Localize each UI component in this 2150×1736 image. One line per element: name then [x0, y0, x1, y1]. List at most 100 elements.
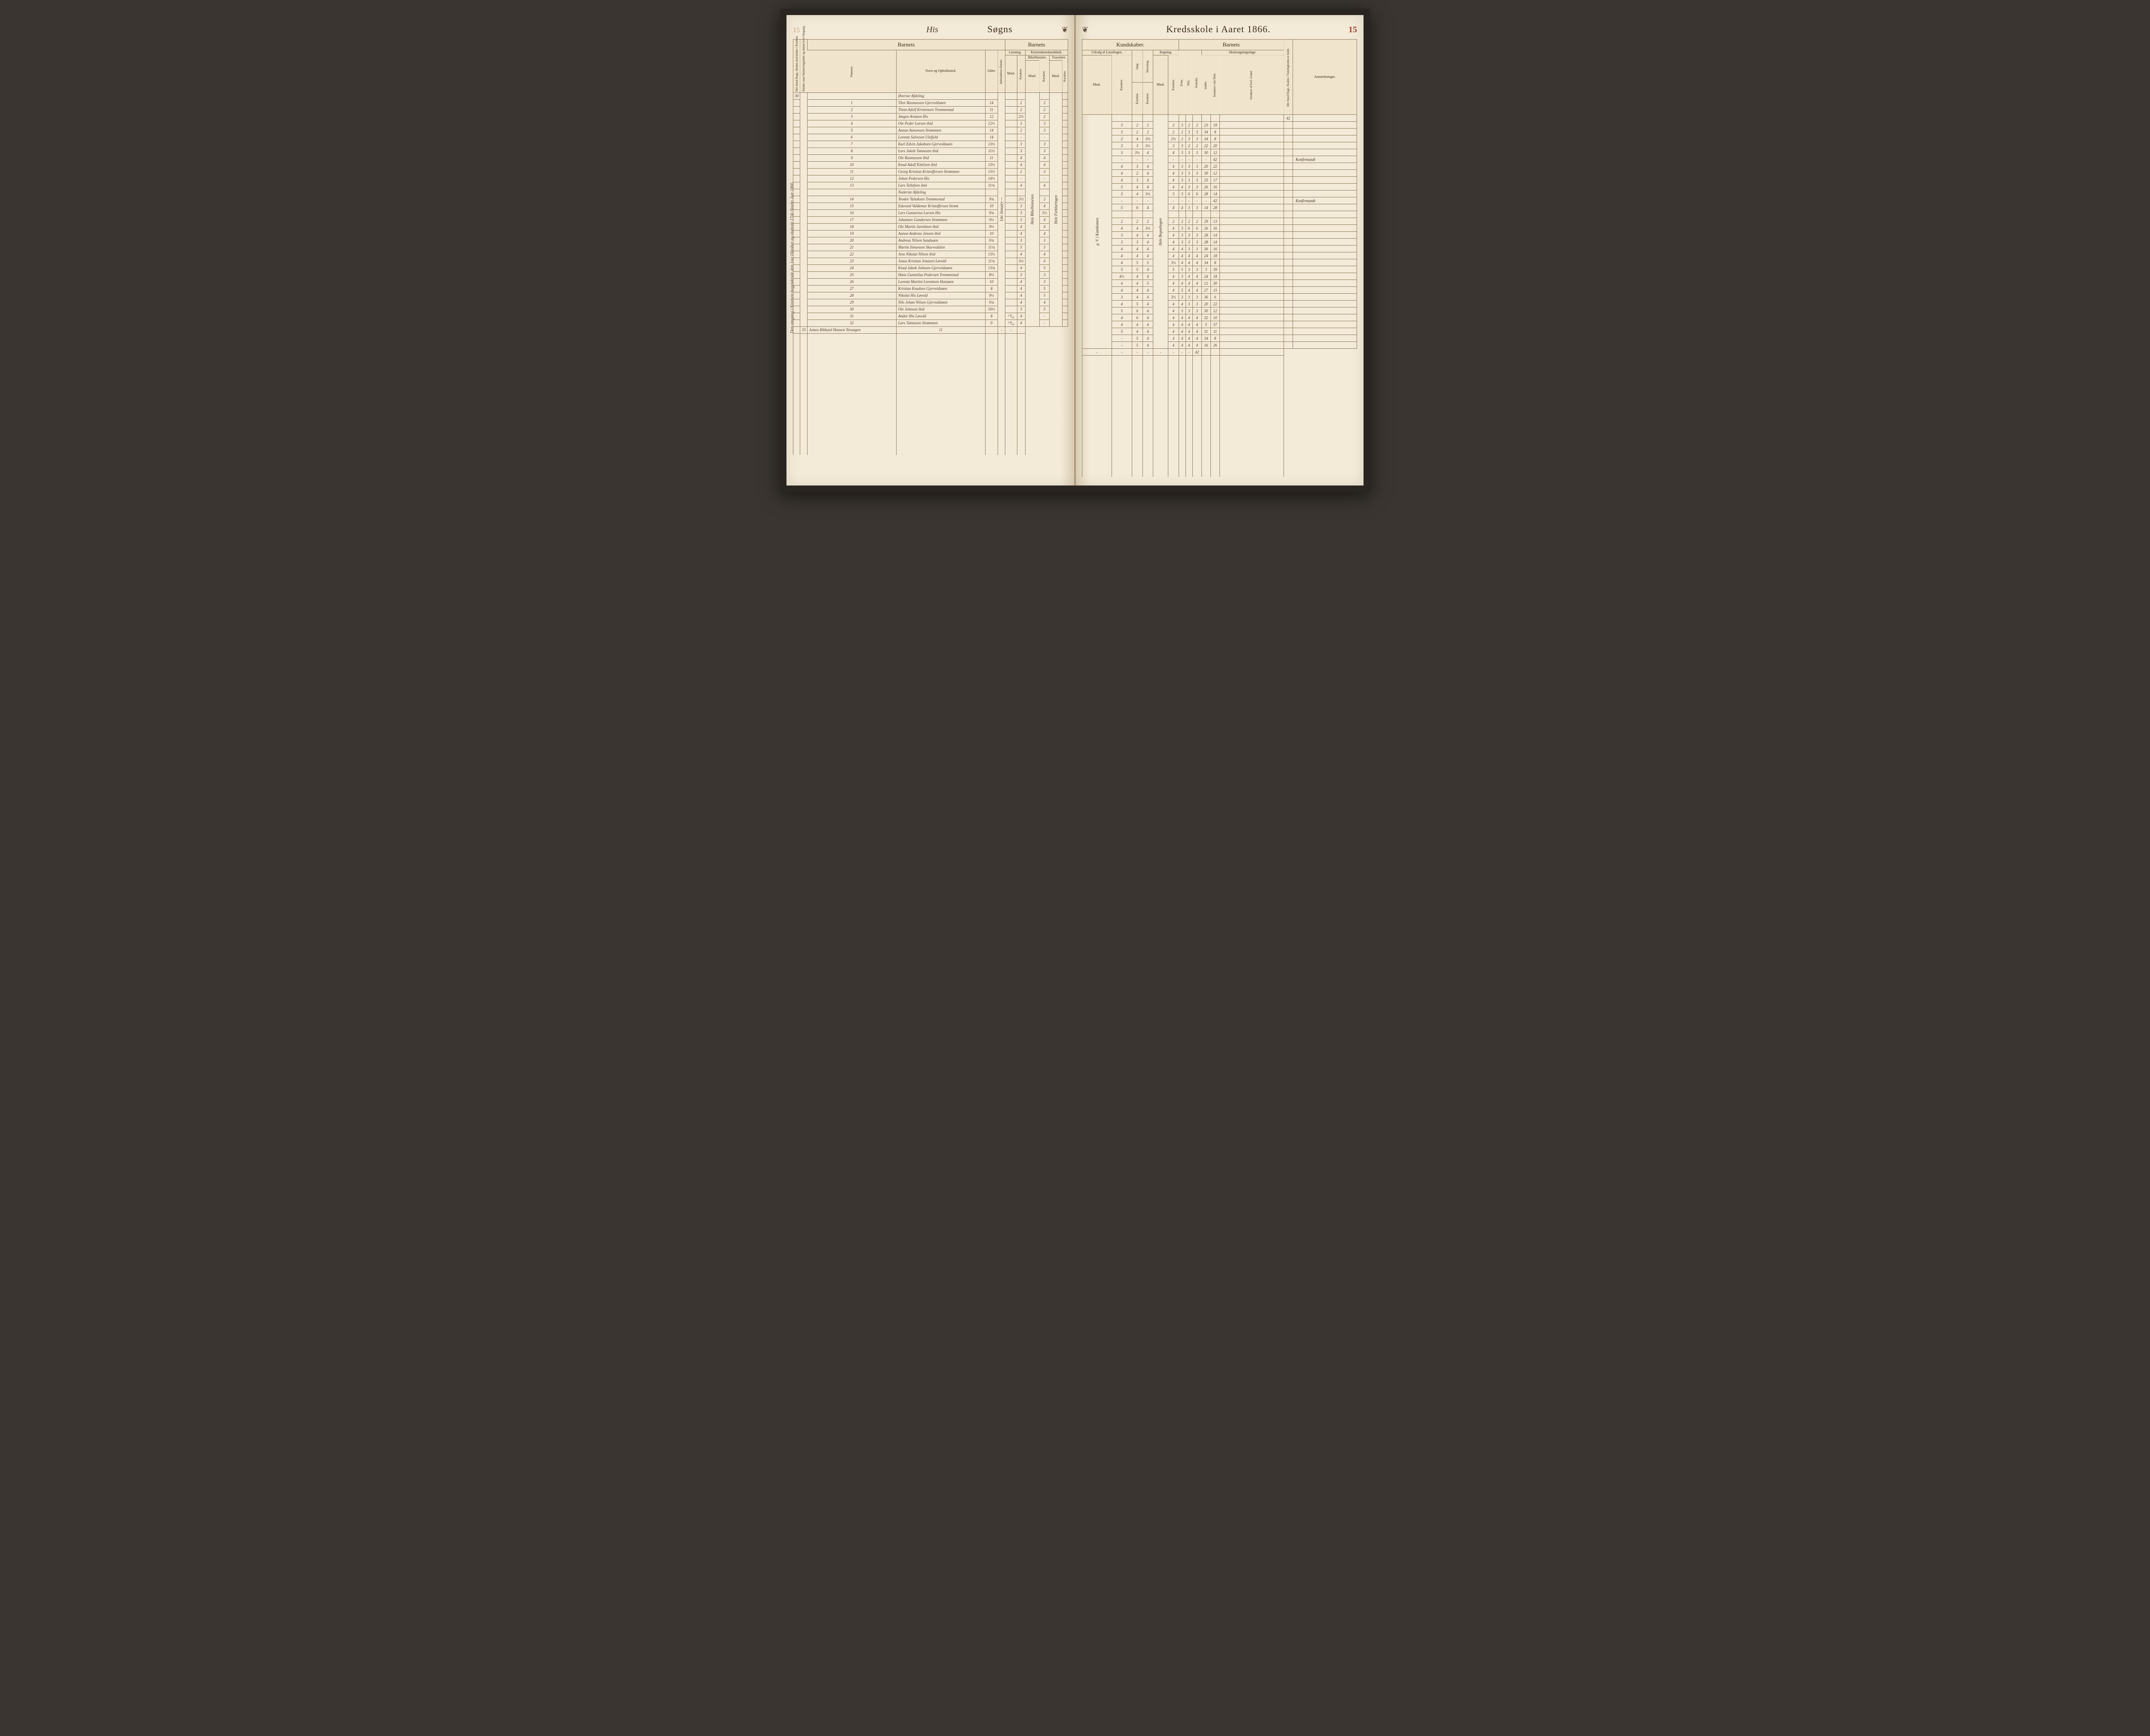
r-kar: 5	[1168, 266, 1179, 273]
forsomt: 18	[1210, 273, 1219, 280]
l-maal: ⁵⁰⁄₆₆	[1005, 320, 1017, 326]
col-kundskaber: Kundskaber.	[1082, 40, 1179, 50]
age: 9½	[985, 292, 998, 299]
sang: 3	[1132, 177, 1143, 184]
table-row: --------42Konfirmandt	[1082, 156, 1357, 163]
evne: 3	[1179, 232, 1186, 239]
antal-virk	[1210, 349, 1219, 356]
flid: -	[1168, 349, 1179, 356]
u-kar: 4	[1112, 177, 1132, 184]
forsomt-lovl	[1219, 301, 1284, 307]
antal-virk	[1284, 225, 1293, 232]
col-t-kar: Karakter.	[1062, 60, 1068, 92]
l-kar: 4	[1017, 320, 1025, 326]
row-number: 26	[807, 278, 896, 285]
l-kar: 3	[1017, 120, 1025, 127]
r-kar: 4	[1168, 184, 1179, 190]
forsomt: 30	[1210, 280, 1219, 287]
anmerkning	[1293, 294, 1357, 301]
t-kar	[1062, 182, 1068, 189]
t-kar	[1062, 278, 1068, 285]
r-kar: 4	[1168, 163, 1179, 170]
col-barnets1: Barnets	[807, 40, 1005, 50]
row-number: 16	[807, 209, 896, 216]
l-maal	[1005, 134, 1017, 141]
t-kar	[1062, 196, 1068, 203]
student-name: Thor Rasmussen Gjervoldsøen	[896, 99, 985, 106]
sang: 4	[1132, 184, 1143, 190]
section2: Nederste Afdeling	[896, 189, 985, 196]
age: 9½	[985, 216, 998, 223]
table-row: 333½33222220	[1082, 142, 1357, 149]
forsomt-lovl	[1219, 239, 1284, 246]
student-name: Lars Jakob Tønnesen ibid	[896, 147, 985, 154]
anmerkning	[1293, 204, 1357, 211]
modte: 26	[1201, 184, 1210, 190]
sang: 2	[1132, 218, 1143, 225]
evne: 3	[1179, 142, 1186, 149]
table-row: -544444348	[1082, 335, 1357, 342]
forsomt: 8	[1210, 335, 1219, 342]
student-name: Andreas Nilsen Sandaaen	[896, 237, 985, 244]
section-row: g. V. i KatekismenHele Regnebogen42	[1082, 115, 1357, 122]
forhold: 3	[1192, 307, 1201, 314]
col-t-maal: Maal.	[1050, 60, 1062, 92]
forsomt-lovl	[1219, 135, 1284, 142]
total-42: 42	[1284, 115, 1293, 122]
student-name: Georg Kristian Kristoffersen Strømmen	[896, 168, 985, 175]
evne: 2	[1179, 218, 1186, 225]
left-page: Den omgang i Kredsen begyndende den 1ste…	[786, 15, 1075, 485]
student-name: Lars Tellefsen ibid	[896, 182, 985, 189]
t-kar	[1017, 326, 1025, 333]
anmerkning	[1293, 149, 1357, 156]
skriv: 4	[1143, 246, 1153, 252]
age: 11¾	[985, 182, 998, 189]
t-kar	[1062, 134, 1068, 141]
forsomt-lovl	[1219, 342, 1284, 349]
b-kar: 3	[1039, 271, 1049, 278]
modte: 3	[1201, 266, 1210, 273]
age: 11¾	[985, 244, 998, 251]
skriv: 3½	[1143, 190, 1153, 197]
flid: 3	[1186, 294, 1192, 301]
b-kar: 3	[1039, 237, 1049, 244]
forsomt: 8	[1210, 259, 1219, 266]
col-regning: Regning.	[1153, 50, 1179, 55]
evne: 3	[1179, 294, 1186, 301]
age: 9¾	[985, 299, 998, 306]
l-kar: 4	[1017, 161, 1025, 168]
l-kar: 2	[1017, 99, 1025, 106]
age: 11	[896, 326, 985, 333]
forsomt-lovl	[1219, 190, 1284, 197]
forhold: 4	[1192, 314, 1201, 321]
skriv: 4	[1143, 273, 1153, 280]
l-kar: 4	[1017, 154, 1025, 161]
row-number: 6	[807, 134, 896, 141]
t-kar	[1062, 106, 1068, 113]
sang: 4	[1132, 294, 1143, 301]
anmerkning	[1293, 142, 1357, 149]
forsomt-lovl	[1219, 204, 1284, 211]
forhold: 6	[1192, 190, 1201, 197]
table-row: 3222233348	[1082, 129, 1357, 135]
anmerkning	[1293, 273, 1357, 280]
anmerkning	[1293, 232, 1357, 239]
evne: 3	[1179, 122, 1186, 129]
blank	[807, 92, 896, 99]
age: 13½	[985, 168, 998, 175]
r-kar: 4	[1168, 335, 1179, 342]
student-name: Kristian Knudsen Gjervoldsøen	[896, 285, 985, 292]
antal-virk	[1284, 342, 1293, 349]
flid: 3	[1186, 204, 1192, 211]
modte: 20	[1201, 301, 1210, 307]
b-kar: 4	[1039, 299, 1049, 306]
forsomt: 14	[1210, 239, 1219, 246]
row-number: 9	[807, 154, 896, 161]
antal-virk	[1284, 135, 1293, 142]
l-maal	[1005, 285, 1017, 292]
datum-span	[800, 92, 807, 326]
r-kar: 2½	[1168, 135, 1179, 142]
col-indtr: Indtrædelses-Datum.	[998, 50, 1005, 93]
modte: 36	[1201, 294, 1210, 301]
l-kar: 2½	[1017, 113, 1025, 120]
